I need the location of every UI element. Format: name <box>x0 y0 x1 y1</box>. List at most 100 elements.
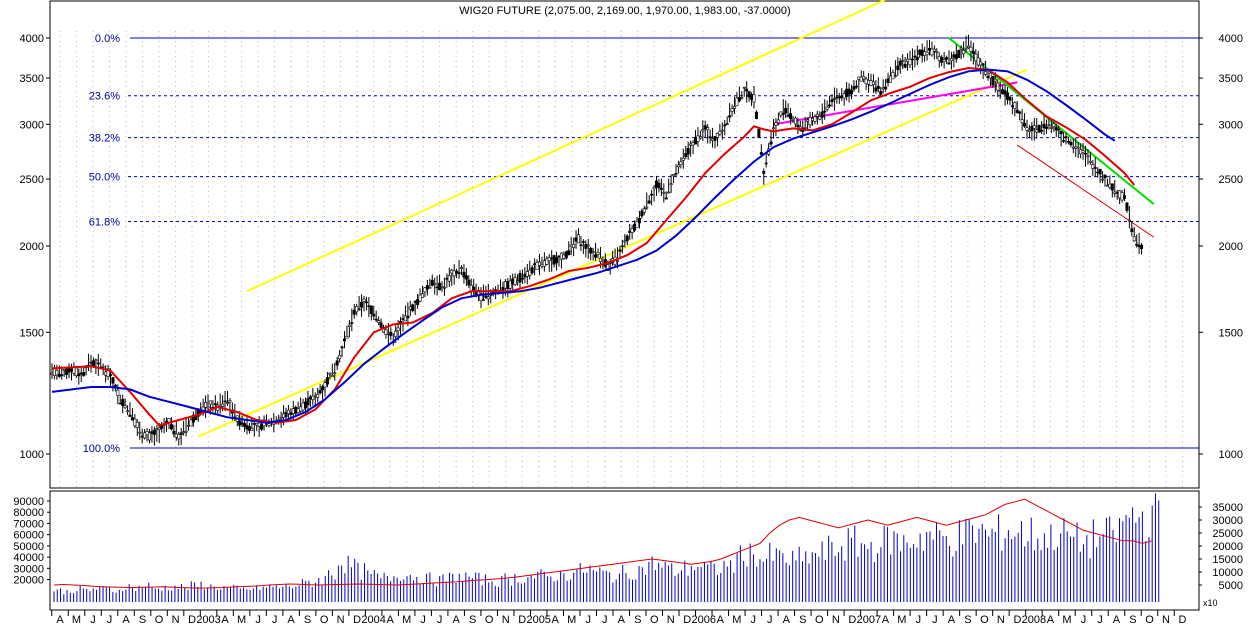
price-candle <box>969 46 973 52</box>
price-candle <box>832 98 836 100</box>
price-candle <box>1076 146 1080 149</box>
price-candle <box>867 80 871 85</box>
price-candle <box>615 260 619 262</box>
volume-tick-left: 70000 <box>13 518 44 530</box>
y-tick-label-left: 2000 <box>20 241 44 253</box>
price-candle <box>754 111 758 120</box>
price-candle <box>325 377 329 385</box>
price-candle <box>62 369 66 371</box>
price-candle <box>998 90 1002 92</box>
price-candle <box>586 244 590 247</box>
y-tick-label-right: 2500 <box>1219 174 1243 186</box>
price-candle <box>70 368 74 372</box>
y-tick-label-left: 1000 <box>20 449 44 461</box>
price-candle <box>384 329 388 335</box>
month-label: D <box>848 614 856 626</box>
price-candle <box>1069 142 1073 146</box>
ma-slow-line <box>51 68 1116 424</box>
price-candle <box>1108 183 1112 188</box>
price-candle <box>347 324 351 327</box>
price-candle <box>169 424 173 430</box>
price-candle <box>133 418 137 427</box>
price-candle <box>1123 195 1127 199</box>
price-candle <box>594 254 598 258</box>
y-tick-label-right: 1500 <box>1219 327 1243 339</box>
month-label: N <box>1162 614 1170 626</box>
price-candle <box>372 313 376 317</box>
price-candle <box>428 286 432 289</box>
price-candle <box>579 244 583 247</box>
price-candle <box>1059 130 1063 135</box>
price-candle <box>927 47 931 51</box>
price-candle <box>126 410 130 412</box>
price-candle <box>810 118 814 121</box>
price-candle <box>901 59 905 62</box>
price-candle <box>545 258 549 265</box>
month-label: S <box>799 614 806 626</box>
price-candle <box>757 128 761 138</box>
price-candle <box>303 401 307 409</box>
month-label: N <box>502 614 510 626</box>
price-candle <box>182 431 186 433</box>
month-label: N <box>667 614 675 626</box>
price-candle <box>413 301 417 303</box>
price-candle <box>50 372 54 375</box>
volume-tick-right: 35000 <box>1212 502 1243 514</box>
price-candle <box>849 90 853 95</box>
price-candle <box>893 75 897 77</box>
price-candle <box>915 57 919 61</box>
price-candle <box>881 87 885 90</box>
price-candle <box>472 286 476 291</box>
price-candle <box>701 129 705 132</box>
price-candle <box>1030 125 1034 132</box>
volume-panel-frame <box>49 490 1200 611</box>
price-candle <box>113 384 117 387</box>
price-candle <box>864 78 868 84</box>
month-label: D <box>188 614 196 626</box>
price-candle <box>1040 129 1044 132</box>
price-candle <box>884 86 888 90</box>
price-candle <box>886 78 890 83</box>
month-label: A <box>717 614 725 626</box>
price-candle <box>720 129 724 132</box>
price-candle <box>423 287 427 293</box>
price-candle <box>674 172 678 175</box>
price-axis-right: 4000 3500 3000 2500 2000 1500 1000 <box>1199 33 1243 461</box>
price-candle <box>333 372 337 375</box>
price-candle <box>862 76 866 80</box>
price-candle <box>533 263 537 266</box>
price-candle <box>484 295 488 298</box>
fib-label: 23.6% <box>89 91 120 103</box>
price-candle <box>823 110 827 113</box>
price-candle <box>567 250 571 256</box>
trend-lines <box>197 0 1155 438</box>
volume-tick-left: 30000 <box>13 563 44 575</box>
month-label: N <box>337 614 345 626</box>
price-candle <box>94 359 98 362</box>
volume-tick-right: 25000 <box>1212 528 1243 540</box>
price-candle <box>825 106 829 110</box>
price-candle <box>452 270 456 277</box>
price-candle <box>952 54 956 58</box>
price-candle <box>815 113 819 117</box>
price-candle <box>1137 245 1141 248</box>
price-candle <box>693 137 697 145</box>
month-label: A <box>56 614 64 626</box>
price-candle <box>508 280 512 289</box>
price-candle <box>598 257 602 263</box>
month-label: D <box>353 614 361 626</box>
price-candle <box>72 367 76 374</box>
price-candle <box>530 267 534 274</box>
price-candle <box>711 138 715 141</box>
price-candle <box>364 301 368 304</box>
price-candle <box>789 113 793 119</box>
price-candle <box>240 422 244 425</box>
price-candle <box>1140 244 1144 249</box>
price-candle <box>842 93 846 99</box>
price-candle <box>479 293 483 302</box>
price-candle <box>323 382 327 388</box>
month-label: J <box>272 614 278 626</box>
price-candle <box>640 210 644 217</box>
price-candle <box>1005 92 1009 100</box>
price-candle <box>555 257 559 264</box>
